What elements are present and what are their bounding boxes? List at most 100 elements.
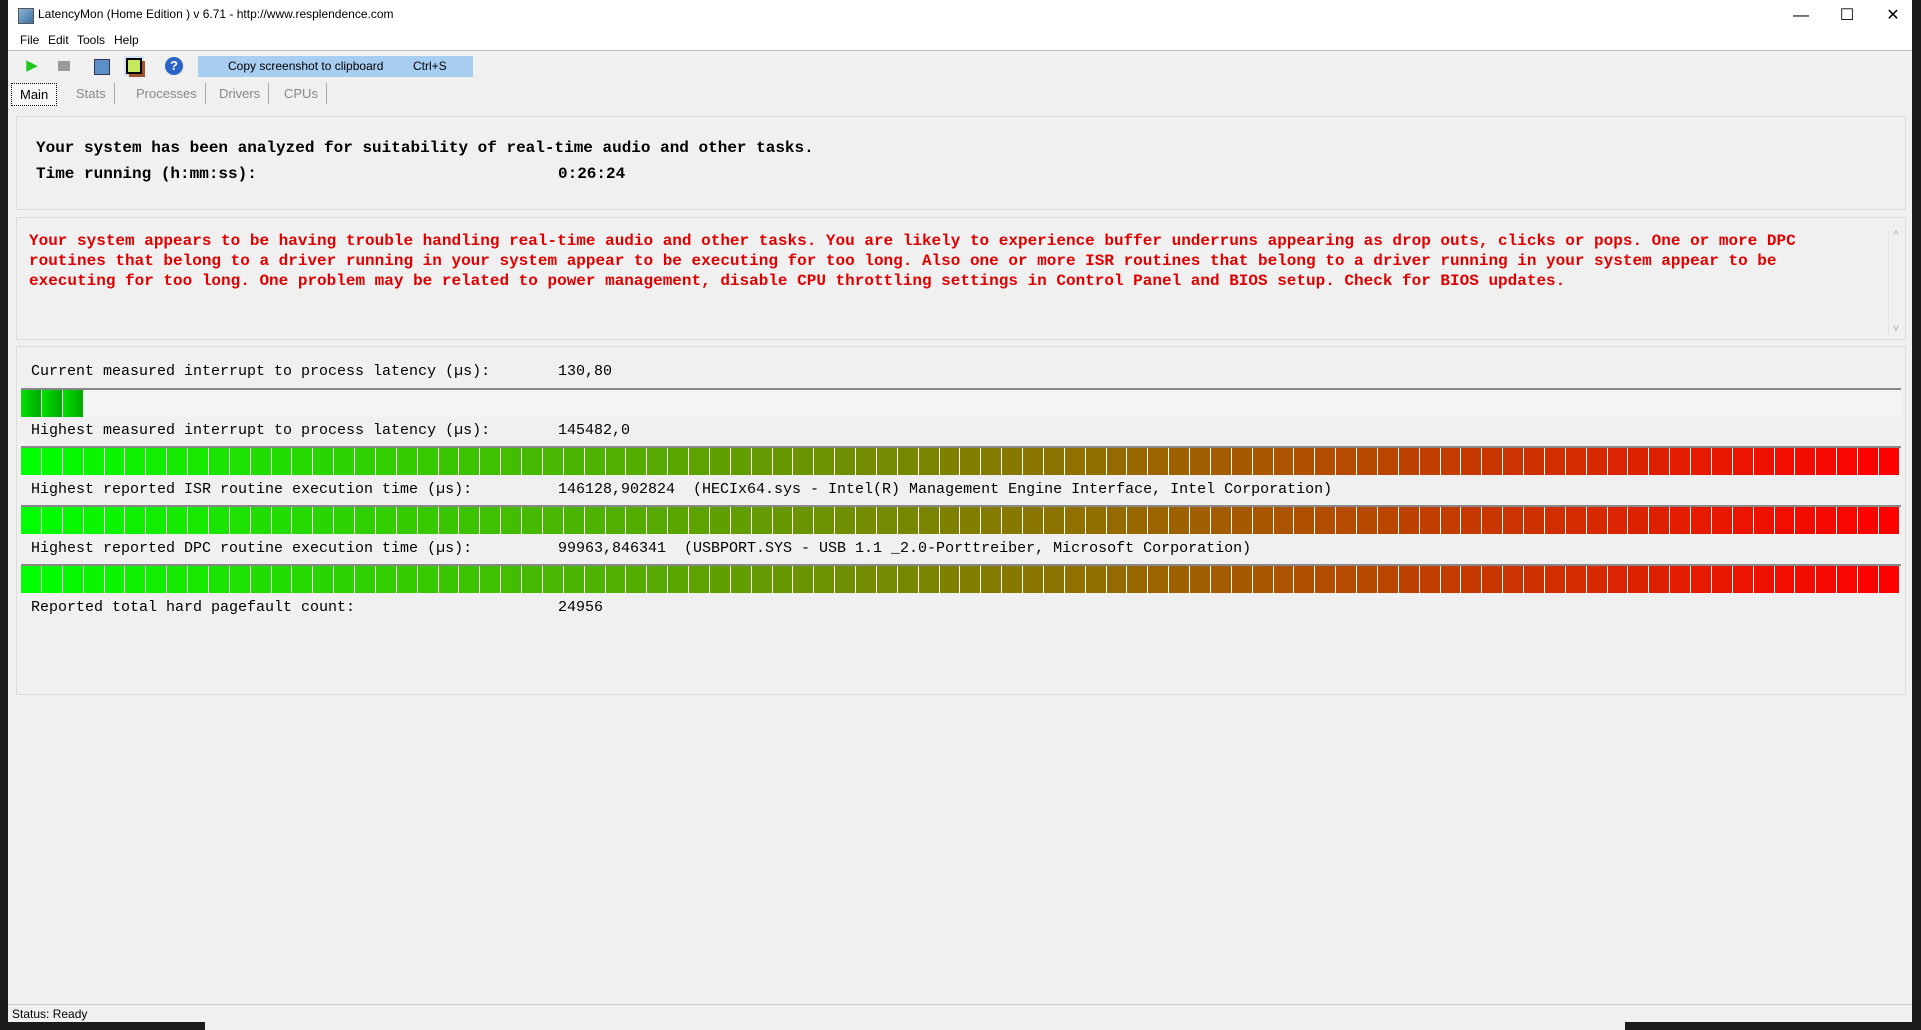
bar-segment xyxy=(1503,566,1524,593)
bar-segment xyxy=(689,507,710,534)
bar-segment xyxy=(1106,507,1128,534)
play-icon[interactable]: ▶ xyxy=(26,57,38,74)
bar-segment xyxy=(396,566,418,593)
pagefault-label: Reported total hard pagefault count: xyxy=(31,599,356,616)
bar-segment xyxy=(772,566,794,593)
tooltip-label: Copy screenshot to clipboard xyxy=(228,59,384,73)
bar-segment xyxy=(229,566,251,593)
bar-segment xyxy=(1273,507,1295,534)
bar-segment xyxy=(1774,566,1796,593)
bar-segment xyxy=(1336,566,1357,593)
bar-segment xyxy=(563,448,585,475)
bar-segment xyxy=(167,448,188,475)
bar-segment xyxy=(1273,448,1295,475)
bar-segment xyxy=(1106,566,1128,593)
bar-segment xyxy=(1753,448,1775,475)
bar-segment xyxy=(1837,507,1858,534)
bar-segment xyxy=(1691,566,1712,593)
bar-segment xyxy=(1565,448,1587,475)
bar-segment xyxy=(563,566,585,593)
menu-file[interactable]: File xyxy=(20,33,40,47)
bar-segment xyxy=(21,507,42,534)
time-running-value: 0:26:24 xyxy=(558,165,626,183)
bar-segment xyxy=(1482,507,1504,534)
bar-segment xyxy=(396,507,418,534)
bar-segment xyxy=(626,448,648,475)
bar-segment xyxy=(1398,566,1420,593)
help-icon[interactable]: ? xyxy=(164,56,184,76)
bar-segment xyxy=(1064,566,1086,593)
bar-segment xyxy=(167,566,188,593)
bar-segment xyxy=(1503,507,1524,534)
bar-segment xyxy=(1273,566,1295,593)
bar-segment xyxy=(1628,507,1650,534)
bar-segment xyxy=(960,448,982,475)
bar-segment xyxy=(751,448,773,475)
bar-segment xyxy=(334,507,355,534)
bar-segment xyxy=(1190,566,1211,593)
bar-segment xyxy=(104,507,126,534)
dpc-time-label: Highest reported DPC routine execution t… xyxy=(31,540,473,557)
bar-segment xyxy=(1837,448,1858,475)
tab-drivers[interactable]: Drivers xyxy=(211,83,270,104)
bar-segment xyxy=(62,507,84,534)
menu-tools[interactable]: Tools xyxy=(77,33,106,47)
bar-segment xyxy=(1419,448,1441,475)
bar-segment xyxy=(1878,448,1900,475)
bar-segment xyxy=(41,448,63,475)
bar-segment xyxy=(1649,448,1671,475)
bar-segment xyxy=(1732,448,1754,475)
bar-segment xyxy=(542,566,564,593)
tab-cpus[interactable]: CPUs xyxy=(276,83,327,104)
bar-segment xyxy=(856,507,877,534)
close-button[interactable]: ✕ xyxy=(1886,7,1900,24)
bar-segment xyxy=(1252,448,1274,475)
bar-segment xyxy=(501,448,522,475)
minimize-button[interactable]: — xyxy=(1793,7,1809,24)
bar-segment xyxy=(1524,566,1545,593)
menu-help[interactable]: Help xyxy=(114,33,139,47)
bar-segment xyxy=(1711,566,1733,593)
bar-segment xyxy=(1023,566,1044,593)
bar-segment xyxy=(981,507,1003,534)
isr-time-label: Highest reported ISR routine execution t… xyxy=(31,481,473,498)
highest-latency-bar xyxy=(21,446,1901,475)
stop-icon[interactable] xyxy=(54,56,74,76)
bar-segment xyxy=(208,566,230,593)
bar-segment xyxy=(1002,507,1023,534)
tab-stats[interactable]: Stats xyxy=(68,83,115,104)
tab-processes[interactable]: Processes xyxy=(128,83,206,104)
bar-segment xyxy=(250,448,272,475)
bar-segment xyxy=(62,566,84,593)
bar-segment xyxy=(1607,507,1629,534)
bar-segment xyxy=(626,507,648,534)
bar-segment xyxy=(668,448,689,475)
bar-segment xyxy=(21,566,42,593)
tab-main[interactable]: Main xyxy=(11,83,58,106)
bar-segment xyxy=(208,448,230,475)
bar-segment xyxy=(1085,448,1107,475)
menu-edit[interactable]: Edit xyxy=(48,33,69,47)
maximize-button[interactable]: ☐ xyxy=(1839,7,1855,24)
bar-segment xyxy=(856,566,877,593)
bar-segment xyxy=(208,507,230,534)
warning-scrollbar[interactable]: ^ v xyxy=(1888,230,1903,335)
toolbar: ▶ ? xyxy=(8,54,193,78)
bar-segment xyxy=(647,507,669,534)
bar-segment xyxy=(793,448,815,475)
bar-segment xyxy=(1190,448,1211,475)
bar-segment xyxy=(1336,507,1357,534)
bar-segment xyxy=(1461,566,1483,593)
bar-segment xyxy=(271,448,293,475)
report-icon[interactable] xyxy=(92,56,112,76)
bar-segment xyxy=(584,566,606,593)
bar-segment xyxy=(730,566,752,593)
bar-segment xyxy=(1315,448,1337,475)
bar-segment xyxy=(1210,507,1232,534)
bar-segment xyxy=(1482,566,1504,593)
bar-segment xyxy=(83,448,105,475)
current-latency-value: 130,80 xyxy=(558,363,613,380)
screenshot-icon[interactable] xyxy=(124,56,144,76)
bar-segment xyxy=(876,566,898,593)
bar-segment xyxy=(1524,507,1545,534)
